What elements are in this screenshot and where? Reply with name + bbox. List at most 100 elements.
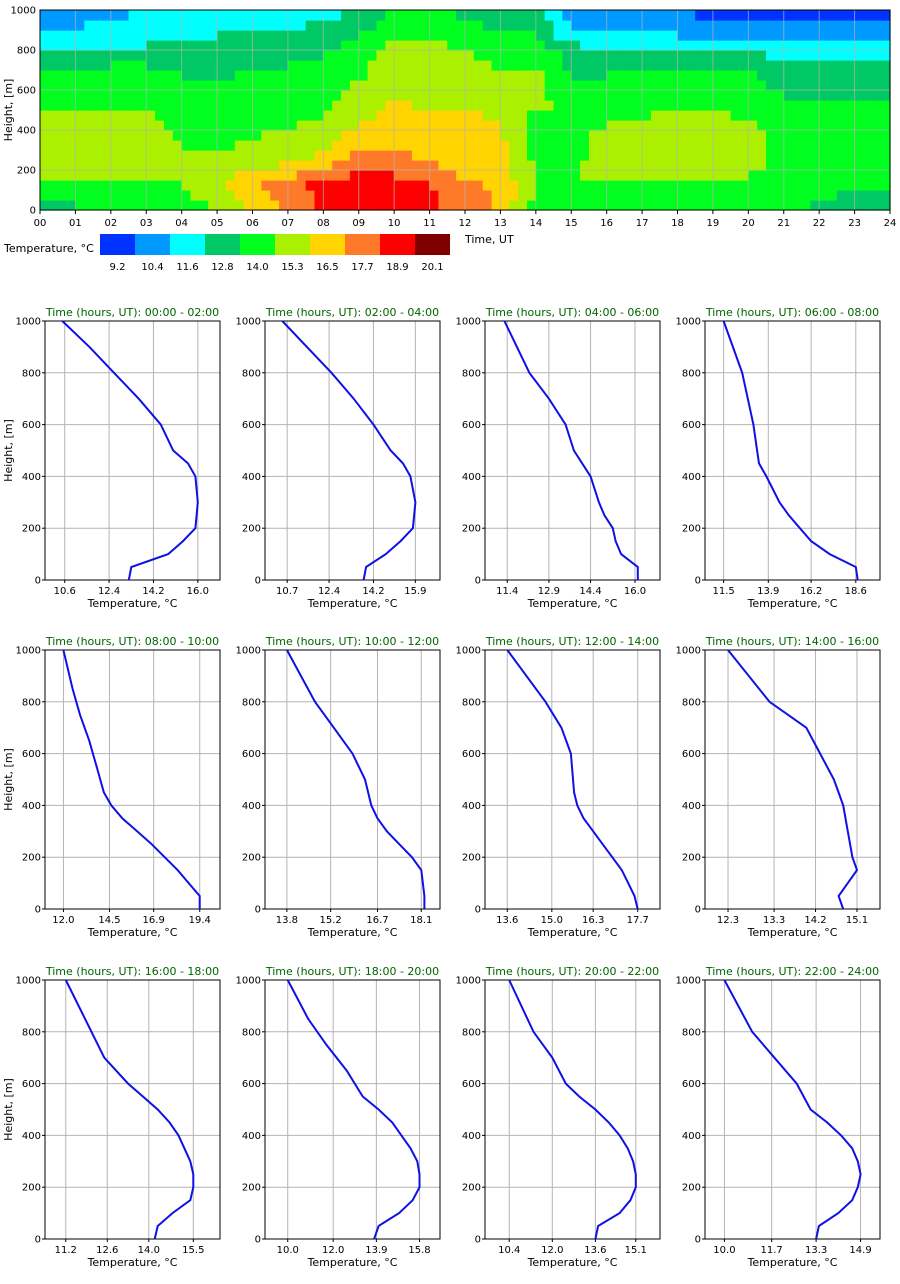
- heatmap-cell: [801, 50, 811, 61]
- heatmap-cell: [456, 60, 466, 71]
- heatmap-cell: [721, 110, 732, 121]
- heatmap-cell: [287, 190, 298, 201]
- heatmap-cell: [128, 190, 138, 201]
- heatmap-cell: [606, 150, 617, 161]
- heatmap-cell: [624, 190, 634, 201]
- heatmap-cell: [376, 150, 386, 161]
- profile-x-tick-label: 14.2: [142, 586, 164, 597]
- heatmap-cell: [420, 120, 431, 131]
- heatmap-cell: [208, 200, 218, 211]
- heatmap-cell: [606, 70, 617, 81]
- heatmap-cell: [376, 180, 386, 191]
- heatmap-cell: [836, 90, 847, 101]
- heatmap-cell: [766, 10, 776, 21]
- heatmap-cell: [84, 40, 94, 51]
- heatmap-cell: [465, 160, 475, 171]
- heatmap-cell: [394, 160, 404, 171]
- profile-y-tick-label: 800: [242, 368, 261, 379]
- heatmap-cell: [730, 100, 741, 111]
- heatmap-cell: [234, 160, 245, 171]
- heatmap-cell: [491, 130, 502, 141]
- heatmap-cell: [580, 90, 590, 101]
- heatmap-cell: [40, 110, 50, 121]
- heatmap-cell: [296, 90, 307, 101]
- heatmap-cell: [597, 80, 608, 91]
- heatmap-cell: [588, 130, 599, 141]
- heatmap-cell: [721, 170, 732, 181]
- heatmap-cell: [819, 190, 829, 201]
- heatmap-cell: [296, 30, 307, 41]
- heatmap-cell: [872, 40, 882, 51]
- profile-frame: [44, 320, 221, 581]
- heatmap-cell: [748, 30, 758, 41]
- heatmap-cell: [588, 140, 599, 151]
- heatmap-cell: [633, 140, 643, 151]
- heatmap-cell: [314, 150, 324, 161]
- heatmap-cell: [163, 50, 174, 61]
- heatmap-x-tick-label: 20: [742, 218, 755, 229]
- heatmap-cell: [75, 150, 85, 161]
- heatmap-cell: [429, 120, 440, 131]
- heatmap-cell: [695, 180, 705, 191]
- heatmap-cell: [420, 10, 431, 21]
- heatmap-cell: [84, 130, 94, 141]
- heatmap-cell: [491, 100, 502, 111]
- heatmap-cell: [553, 190, 563, 201]
- heatmap-cell: [119, 100, 130, 111]
- heatmap-cell: [597, 70, 608, 81]
- heatmap-cell: [845, 40, 856, 51]
- heatmap-cell: [650, 70, 661, 81]
- heatmap-cell: [181, 130, 192, 141]
- heatmap-cell: [456, 90, 466, 101]
- heatmap-cell: [465, 10, 475, 21]
- profile-y-tick-label: 600: [462, 1079, 481, 1090]
- heatmap-cell: [385, 120, 395, 131]
- heatmap-cell: [243, 50, 254, 61]
- heatmap-cell: [562, 200, 572, 211]
- heatmap-cell: [633, 120, 643, 131]
- heatmap-cell: [75, 50, 85, 61]
- heatmap-cell: [642, 60, 652, 71]
- heatmap-cell: [261, 100, 271, 111]
- heatmap-cell: [518, 20, 528, 31]
- heatmap-cell: [845, 180, 856, 191]
- heatmap-cell: [217, 50, 227, 61]
- profile-x-tick-label: 17.7: [627, 915, 649, 926]
- heatmap-cell: [801, 40, 811, 51]
- heatmap-cell: [854, 140, 865, 151]
- heatmap-cell: [403, 110, 413, 121]
- heatmap-cell: [872, 190, 882, 201]
- heatmap-cell: [341, 160, 351, 171]
- heatmap-cell: [314, 30, 324, 41]
- heatmap-cell: [500, 90, 510, 101]
- heatmap-cell: [429, 60, 440, 71]
- profile-title: Time (hours, UT): 10:00 - 12:00: [265, 635, 439, 648]
- heatmap-cell: [748, 80, 758, 91]
- heatmap-cell: [518, 70, 528, 81]
- heatmap-cell: [526, 120, 537, 131]
- heatmap-cell: [668, 140, 679, 151]
- heatmap-cell: [580, 150, 590, 161]
- heatmap-cell: [296, 190, 307, 201]
- profile-series-line: [286, 979, 421, 1240]
- heatmap-cell: [854, 180, 865, 191]
- heatmap-cell: [287, 90, 298, 101]
- heatmap-cell: [190, 40, 200, 51]
- heatmap-cell: [287, 180, 298, 191]
- heatmap-cell: [597, 170, 608, 181]
- heatmap-cell: [836, 20, 847, 31]
- heatmap-cell: [385, 70, 395, 81]
- heatmap-cell: [225, 40, 236, 51]
- heatmap-cell: [341, 50, 351, 61]
- heatmap-cell: [526, 80, 537, 91]
- heatmap-cell: [128, 100, 138, 111]
- heatmap-cell: [491, 180, 502, 191]
- heatmap-cell: [40, 20, 50, 31]
- heatmap-cell: [438, 110, 448, 121]
- heatmap-cell: [571, 160, 581, 171]
- heatmap-cell: [828, 200, 838, 211]
- heatmap-cell: [535, 100, 546, 111]
- heatmap-cell: [128, 20, 138, 31]
- heatmap-cell: [411, 110, 422, 121]
- heatmap-cell: [420, 190, 431, 201]
